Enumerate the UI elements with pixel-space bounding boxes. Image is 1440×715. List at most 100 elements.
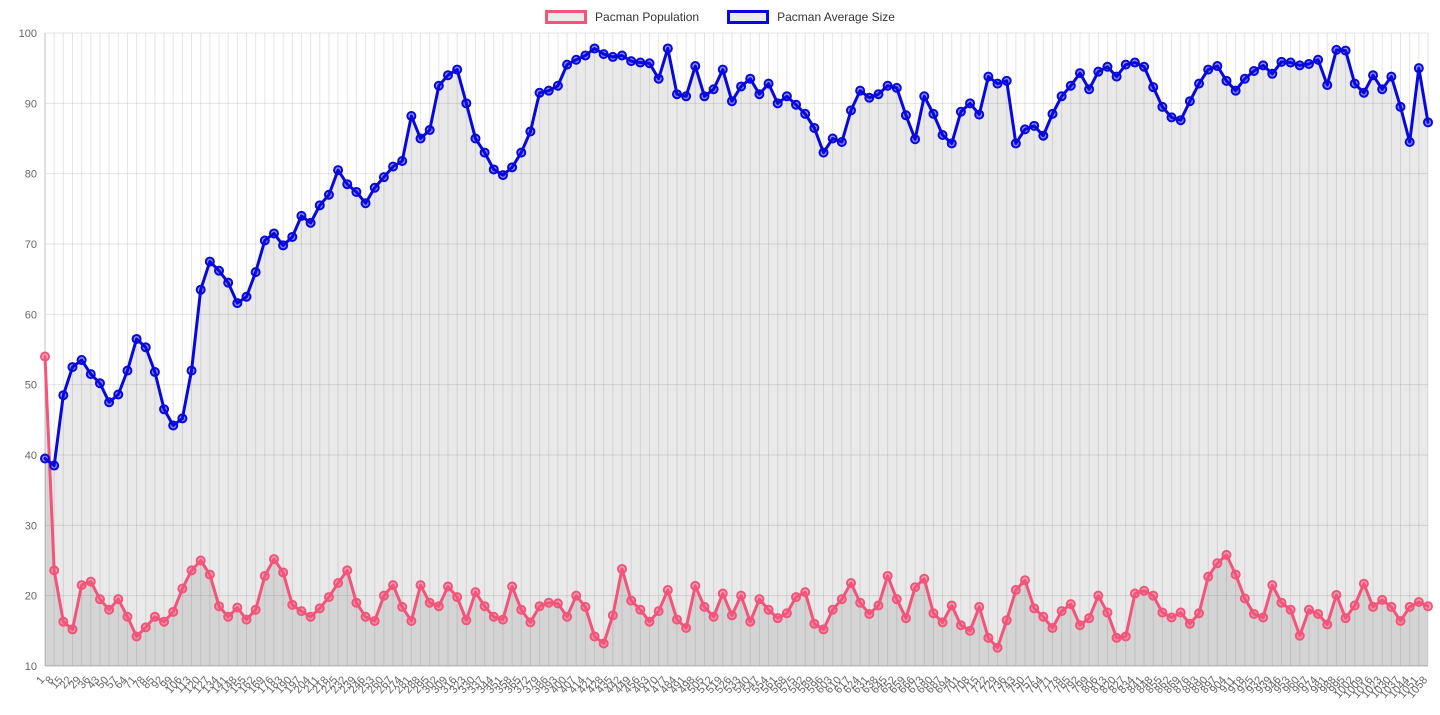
data-point-marker[interactable] (772, 98, 783, 109)
data-point-marker[interactable] (974, 109, 985, 120)
data-point-marker[interactable] (699, 91, 710, 102)
data-point-marker[interactable] (580, 50, 591, 61)
data-point-marker[interactable] (85, 369, 96, 380)
data-point-marker[interactable] (369, 182, 380, 193)
data-point-marker[interactable] (186, 565, 197, 576)
data-point-marker[interactable] (543, 85, 554, 96)
data-point-marker[interactable] (1340, 45, 1351, 56)
data-point-marker[interactable] (882, 570, 893, 581)
data-point-marker[interactable] (983, 71, 994, 82)
data-point-marker[interactable] (754, 89, 765, 100)
data-point-marker[interactable] (452, 64, 463, 75)
data-point-marker[interactable] (827, 604, 838, 615)
data-point-marker[interactable] (1166, 612, 1177, 623)
data-point-marker[interactable] (159, 616, 170, 627)
data-point-marker[interactable] (415, 133, 426, 144)
data-point-marker[interactable] (671, 614, 682, 625)
data-point-marker[interactable] (1129, 57, 1140, 68)
data-point-marker[interactable] (1102, 61, 1113, 72)
data-point-marker[interactable] (1285, 57, 1296, 68)
data-point-marker[interactable] (562, 611, 573, 622)
data-point-marker[interactable] (1010, 138, 1021, 149)
data-point-marker[interactable] (955, 106, 966, 117)
data-point-marker[interactable] (882, 80, 893, 91)
data-point-marker[interactable] (1423, 601, 1433, 612)
data-point-marker[interactable] (617, 563, 628, 574)
data-point-marker[interactable] (76, 580, 87, 591)
data-point-marker[interactable] (1239, 593, 1250, 604)
data-point-marker[interactable] (1340, 613, 1351, 624)
data-point-marker[interactable] (1212, 61, 1223, 72)
data-point-marker[interactable] (626, 595, 637, 606)
data-point-marker[interactable] (67, 624, 78, 635)
data-point-marker[interactable] (1395, 615, 1406, 626)
data-point-marker[interactable] (369, 615, 380, 626)
data-point-marker[interactable] (708, 84, 719, 95)
data-point-marker[interactable] (1313, 608, 1324, 619)
data-point-marker[interactable] (1020, 575, 1031, 586)
data-point-marker[interactable] (1377, 594, 1388, 605)
data-point-marker[interactable] (644, 58, 655, 69)
data-point-marker[interactable] (49, 460, 60, 471)
data-point-marker[interactable] (204, 569, 215, 580)
data-point-marker[interactable] (699, 601, 710, 612)
data-point-marker[interactable] (342, 565, 353, 576)
data-point-marker[interactable] (296, 210, 307, 221)
data-point-marker[interactable] (378, 172, 389, 183)
data-point-marker[interactable] (607, 51, 618, 62)
data-point-marker[interactable] (1404, 137, 1415, 148)
data-point-marker[interactable] (159, 404, 170, 415)
data-point-marker[interactable] (442, 581, 453, 592)
data-point-marker[interactable] (928, 608, 939, 619)
data-point-marker[interactable] (479, 601, 490, 612)
data-point-marker[interactable] (397, 601, 408, 612)
data-point-marker[interactable] (433, 601, 444, 612)
data-point-marker[interactable] (992, 78, 1003, 89)
data-point-marker[interactable] (1139, 585, 1150, 596)
data-point-marker[interactable] (1386, 71, 1397, 82)
data-point-marker[interactable] (497, 170, 508, 181)
data-point-marker[interactable] (461, 615, 472, 626)
data-point-marker[interactable] (1102, 607, 1113, 618)
data-point-marker[interactable] (1294, 60, 1305, 71)
data-point-marker[interactable] (900, 110, 911, 121)
data-point-marker[interactable] (1074, 68, 1085, 79)
data-point-marker[interactable] (58, 390, 69, 401)
data-point-marker[interactable] (113, 389, 124, 400)
data-point-marker[interactable] (186, 365, 197, 376)
data-point-marker[interactable] (351, 597, 362, 608)
data-point-marker[interactable] (873, 89, 884, 100)
data-point-marker[interactable] (1258, 612, 1269, 623)
data-point-marker[interactable] (525, 126, 536, 137)
data-point-marker[interactable] (589, 43, 600, 54)
data-point-marker[interactable] (360, 611, 371, 622)
data-point-marker[interactable] (388, 161, 399, 172)
data-point-marker[interactable] (1129, 588, 1140, 599)
data-point-marker[interactable] (177, 413, 188, 424)
data-point-marker[interactable] (223, 611, 234, 622)
data-point-marker[interactable] (946, 138, 957, 149)
data-point-marker[interactable] (1413, 597, 1424, 607)
data-point-marker[interactable] (736, 590, 747, 601)
data-point-marker[interactable] (1038, 130, 1049, 141)
data-point-marker[interactable] (1358, 578, 1369, 589)
data-point-marker[interactable] (534, 87, 545, 98)
data-point-marker[interactable] (1056, 606, 1067, 617)
data-point-marker[interactable] (754, 594, 765, 605)
data-point-marker[interactable] (204, 256, 215, 267)
data-point-marker[interactable] (479, 147, 490, 158)
data-point-marker[interactable] (1404, 601, 1415, 612)
data-point-marker[interactable] (113, 594, 124, 605)
data-point-marker[interactable] (1349, 78, 1360, 89)
data-point-marker[interactable] (1258, 60, 1269, 71)
data-point-marker[interactable] (946, 600, 957, 611)
data-point-marker[interactable] (974, 601, 985, 612)
data-point-marker[interactable] (232, 298, 243, 309)
data-point-marker[interactable] (809, 618, 820, 629)
data-point-marker[interactable] (809, 122, 820, 133)
data-point-marker[interactable] (772, 613, 783, 624)
data-point-marker[interactable] (1322, 619, 1333, 630)
data-point-marker[interactable] (1001, 75, 1012, 86)
data-point-marker[interactable] (681, 91, 692, 102)
